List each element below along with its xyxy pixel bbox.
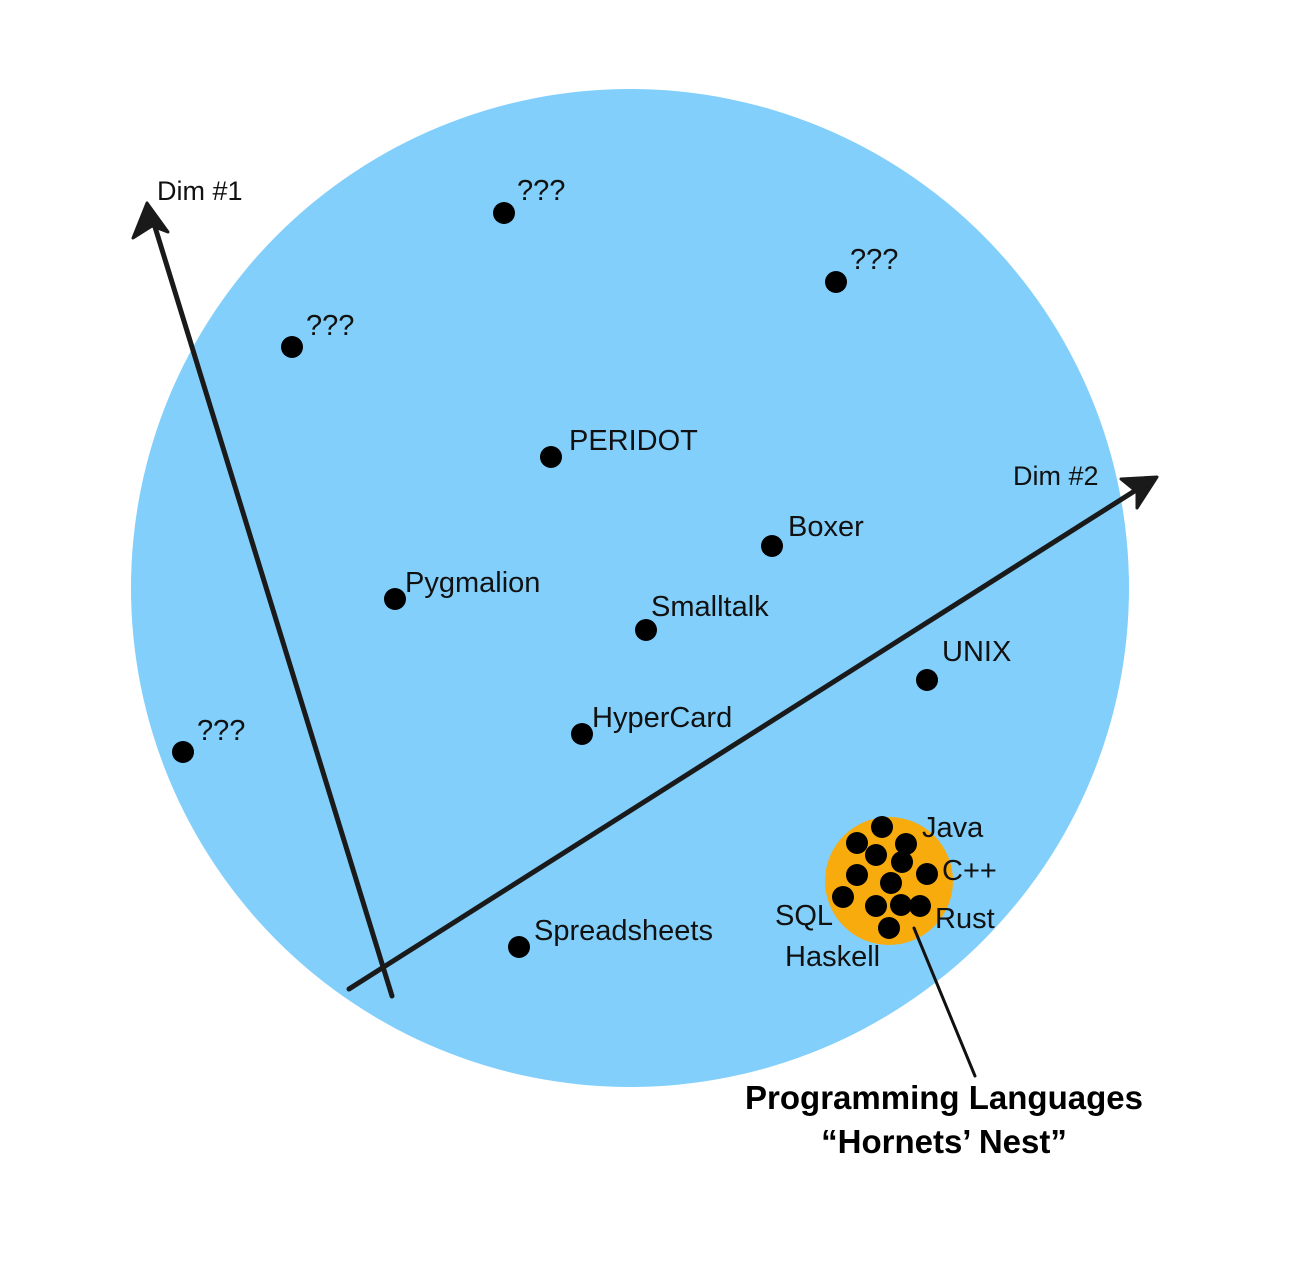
spreadsheets-point (508, 936, 530, 958)
unknown-point (281, 336, 303, 358)
smalltalk-label: Smalltalk (651, 591, 769, 623)
language-point (891, 851, 913, 873)
language-point (865, 844, 887, 866)
hypercard-label: HyperCard (592, 702, 732, 734)
smalltalk-point (635, 619, 657, 641)
unknown-label: ??? (517, 175, 565, 207)
language-cluster (832, 816, 938, 939)
dim2-arrowhead-icon (1119, 475, 1159, 510)
caption-line-1: Programming Languages (745, 1079, 1143, 1116)
language-point (832, 886, 854, 908)
language-point (880, 872, 902, 894)
hypercard-point (571, 723, 593, 745)
unknown-label: ??? (850, 244, 898, 276)
spreadsheets-label: Spreadsheets (534, 915, 713, 947)
unknown-label: ??? (197, 715, 245, 747)
boxer-label: Boxer (788, 511, 864, 543)
peridot-label: PERIDOT (569, 425, 698, 457)
caption-line-2: “Hornets’ Nest” (821, 1123, 1067, 1160)
dim2-axis (346, 475, 1159, 992)
dim1-axis (131, 201, 395, 999)
language-point (878, 917, 900, 939)
language-point (890, 894, 912, 916)
java-label: Java (922, 812, 984, 844)
language-point (846, 832, 868, 854)
unix-label: UNIX (942, 636, 1011, 668)
dim1-arrowhead-icon (131, 201, 170, 240)
sql-label: SQL (775, 900, 833, 932)
boxer-point (761, 535, 783, 557)
unknown-point (493, 202, 515, 224)
unknown-point (172, 741, 194, 763)
rust-label: Rust (935, 903, 995, 935)
dim2-label: Dim #2 (1013, 461, 1099, 491)
cpp-label: C++ (942, 855, 997, 887)
language-point (909, 895, 931, 917)
unknown-label: ??? (306, 310, 354, 342)
unknown-point (825, 271, 847, 293)
language-point (846, 864, 868, 886)
language-point (916, 863, 938, 885)
caption-leader-line (912, 926, 977, 1078)
language-point (895, 833, 917, 855)
unix-point (916, 669, 938, 691)
language-point (865, 895, 887, 917)
dim1-label: Dim #1 (157, 176, 243, 206)
pygmalion-label: Pygmalion (405, 567, 540, 599)
language-point (871, 816, 893, 838)
haskell-label: Haskell (785, 941, 880, 973)
peridot-point (540, 446, 562, 468)
pygmalion-point (384, 588, 406, 610)
